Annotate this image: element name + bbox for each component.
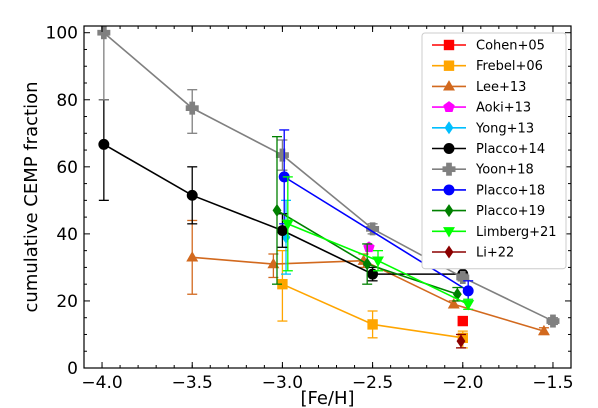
x-tick-label: −2.5: [352, 373, 393, 393]
data-point: [462, 285, 474, 297]
y-tick-label: 40: [56, 225, 78, 245]
series-cohen-05: [457, 315, 468, 327]
legend-marker: [444, 245, 454, 259]
data-point: [363, 241, 375, 253]
data-point: [462, 300, 475, 311]
x-tick-label: −4.0: [81, 373, 122, 393]
legend-item: Aoki+13: [432, 101, 531, 116]
legend-item: Placco+18: [432, 183, 545, 198]
y-tick-label: 80: [56, 91, 78, 111]
legend-marker: [443, 39, 455, 51]
legend: Cohen+05 Frebel+06 Lee+13 Aoki+13 Yong+13 Pla…: [421, 32, 567, 270]
error-bar: [98, 32, 109, 101]
x-tick-label: −2.0: [442, 373, 483, 393]
data-point: [457, 315, 468, 327]
y-tick-label: 60: [56, 158, 78, 178]
data-point: [452, 287, 462, 301]
data-point: [366, 222, 380, 236]
data-point: [447, 298, 460, 309]
legend-label: Placco+19: [476, 204, 545, 219]
legend-label: Yoon+18: [475, 163, 534, 178]
x-tick-label: −1.5: [532, 373, 573, 393]
series-aoki-13: [363, 241, 375, 253]
legend-marker: [443, 227, 455, 238]
legend-marker: [444, 204, 454, 218]
legend-marker: [443, 143, 455, 154]
legend-item: Frebel+06: [432, 59, 543, 74]
data-point: [456, 270, 470, 284]
data-point: [186, 189, 198, 201]
axes-layer: [83, 25, 572, 369]
plot-frame: [83, 25, 572, 369]
y-tick-label: 0: [67, 359, 78, 379]
legend-label: Yong+13: [475, 121, 534, 136]
series-li-22: [455, 333, 466, 349]
legend-item: Placco+14: [432, 142, 545, 157]
series-yoon-18: [97, 26, 560, 328]
legend-item: Yoon+18: [432, 162, 534, 178]
y-tick-label: 20: [56, 292, 78, 312]
series-line: [103, 32, 554, 322]
series-limberg-21: [281, 176, 475, 311]
legend-item: Yong+13: [432, 121, 534, 136]
x-axis-label: [Fe/H]: [300, 388, 354, 408]
data-point: [276, 225, 288, 236]
y-tick-label: 100: [46, 24, 78, 44]
legend-label: Frebel+06: [476, 59, 543, 74]
legend-marker: [443, 184, 455, 196]
ticks-layer: −4.0 −3.5 −3.0 −2.5 −2.0 −1.5 0 20 40 60 80 100: [46, 24, 574, 393]
data-point: [275, 148, 289, 162]
legend-label: Limberg+21: [476, 225, 557, 240]
legend-label: Aoki+13: [476, 101, 531, 116]
legend-marker: [443, 101, 455, 112]
legend-label: Cohen+05: [476, 39, 545, 54]
data-point: [372, 256, 384, 267]
legend-label: Placco+14: [476, 142, 545, 157]
data-point: [98, 138, 110, 150]
legend-item: Li+22: [432, 245, 514, 261]
legend-label: Li+22: [476, 246, 514, 261]
legend-marker: [444, 121, 454, 135]
data-point: [362, 257, 372, 271]
legend-marker: [443, 80, 455, 91]
y-axis-label: cumulative CEMP fraction: [21, 82, 42, 313]
legend-frame: [421, 32, 567, 270]
legend-item: Cohen+05: [432, 39, 545, 54]
data-point: [537, 324, 550, 336]
legend-marker: [443, 60, 455, 71]
legend-marker: [442, 162, 456, 176]
data-point: [546, 314, 560, 328]
legend-item: Lee+13: [432, 80, 526, 95]
x-tick-label: −3.0: [262, 373, 303, 393]
data-point: [185, 101, 199, 115]
data-point: [281, 219, 294, 231]
data-point: [272, 203, 282, 217]
data-point: [186, 251, 199, 262]
legend-label: Placco+18: [476, 183, 545, 198]
legend-item: Limberg+21: [432, 225, 557, 240]
error-bar: [98, 99, 109, 202]
data-point: [277, 278, 288, 290]
series-layer: [97, 26, 560, 349]
data-point: [367, 319, 378, 330]
data-point: [97, 26, 111, 40]
data-point: [456, 334, 466, 348]
legend-item: Placco+19: [432, 204, 545, 219]
x-tick-label: −3.5: [172, 373, 213, 393]
series-line: [283, 176, 469, 292]
legend-label: Lee+13: [476, 80, 526, 95]
series-placco-14: [98, 99, 469, 282]
